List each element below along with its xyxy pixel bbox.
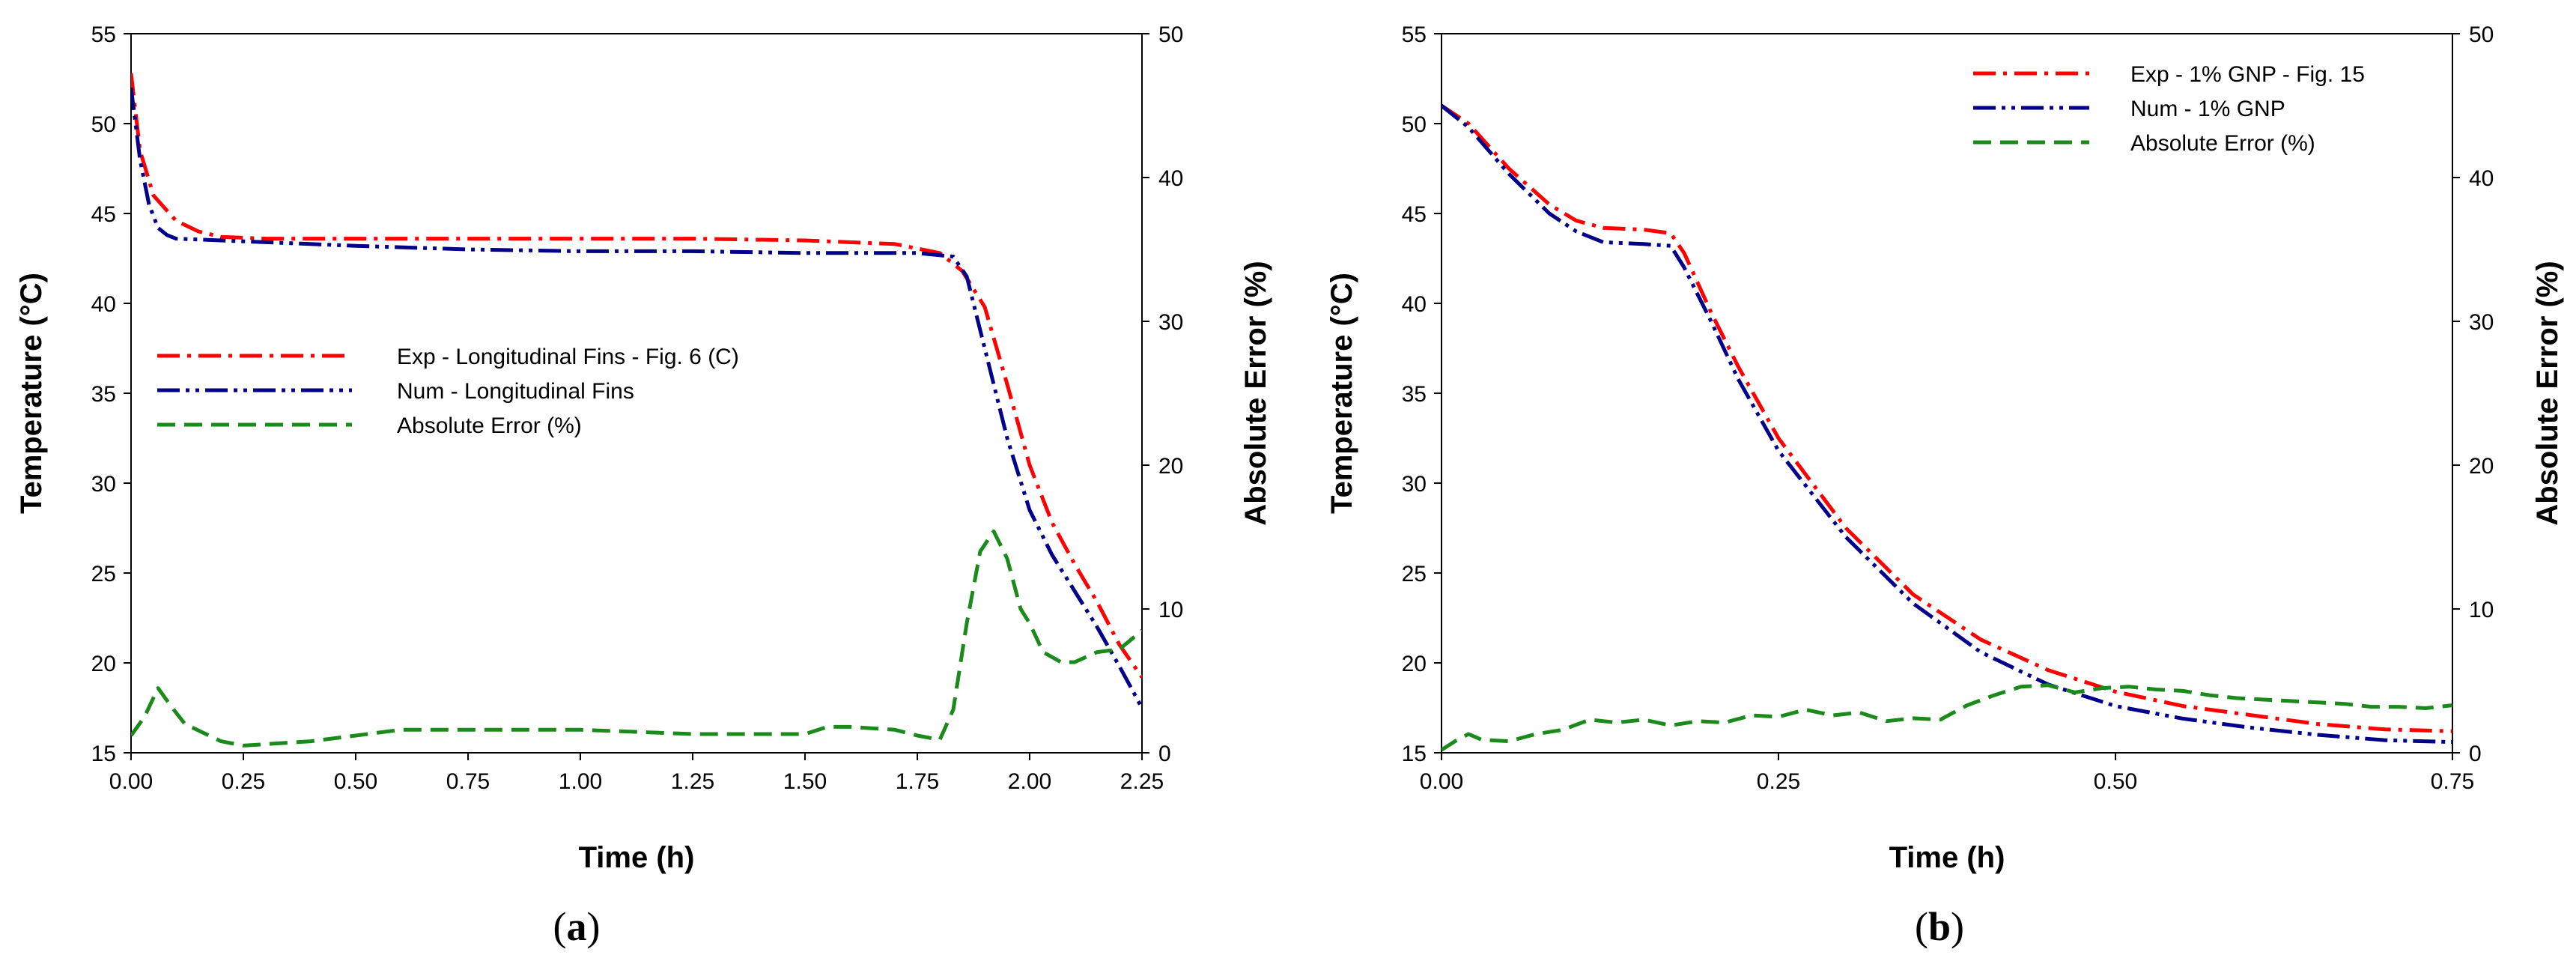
- x-tick-label: 1.50: [783, 769, 827, 794]
- y2-tick-label: 20: [1158, 454, 1183, 479]
- y2-tick-label: 50: [1158, 22, 1183, 47]
- legend-label-0: Exp - Longitudinal Fins - Fig. 6 (C): [397, 345, 739, 369]
- y2-tick-label: 10: [1158, 598, 1183, 622]
- y2-tick-label: 10: [2469, 598, 2494, 622]
- y-tick-label: 45: [91, 202, 116, 227]
- panel-label-close: ): [1951, 904, 1964, 949]
- y-tick-label: 20: [1402, 652, 1427, 676]
- series-line-1: [1442, 104, 2452, 745]
- legend-label-2: Absolute Error (%): [2130, 131, 2315, 156]
- x-tick-label: 0.00: [109, 769, 153, 794]
- y2-tick-label: 50: [2469, 22, 2494, 47]
- y-axis-title: Temperature (°C): [1325, 273, 1358, 514]
- y-tick-label: 45: [1402, 202, 1427, 227]
- y2-axis-title: Absolute Error (%): [1239, 261, 1272, 525]
- legend: Exp - 1% GNP - Fig. 15 Num - 1% GNP Absolu…: [1973, 62, 2365, 156]
- y-tick-label: 35: [1402, 382, 1427, 407]
- legend-label-1: Num - Longitudinal Fins: [397, 379, 634, 404]
- x-tick-label: 0.75: [446, 769, 490, 794]
- x-tick-label: 1.25: [671, 769, 714, 794]
- x-tick-label: 2.25: [1120, 769, 1164, 794]
- y-tick-label: 35: [91, 382, 116, 407]
- series-line-1: [131, 87, 1142, 709]
- y2-tick-label: 0: [2469, 742, 2482, 766]
- legend-label-1: Num - 1% GNP: [2130, 97, 2285, 121]
- panel-label-open: (: [553, 904, 567, 949]
- series-line-2: [131, 529, 1142, 748]
- y2-tick-label: 30: [1158, 310, 1183, 335]
- series-line-0: [131, 73, 1142, 679]
- panel-label: (b): [1915, 904, 1964, 949]
- y-tick-label: 30: [1402, 472, 1427, 497]
- y-tick-label: 30: [91, 472, 116, 497]
- legend-label-0: Exp - 1% GNP - Fig. 15: [2130, 62, 2365, 87]
- legend: Exp - Longitudinal Fins - Fig. 6 (C) Num …: [157, 345, 739, 438]
- x-tick-label: 0.50: [2094, 769, 2137, 794]
- y-tick-label: 40: [1402, 292, 1427, 317]
- panel-label-letter: b: [1928, 904, 1951, 949]
- y-tick-label: 50: [1402, 112, 1427, 137]
- chart-panel-b: 0.00 0.25 0.50 0.75 15 20 25 30 35 40 45 50 55 0 10 20 3…: [1325, 22, 2564, 949]
- y-axis-title: Temperature (°C): [15, 273, 48, 514]
- series-line-0: [1442, 103, 2452, 733]
- y2-tick-label: 40: [1158, 166, 1183, 191]
- y-tick-label: 25: [91, 562, 116, 586]
- x-tick-label: 2.00: [1008, 769, 1051, 794]
- y2-tick-label: 20: [2469, 454, 2494, 479]
- y2-tick-label: 0: [1158, 742, 1171, 766]
- y-tick-label: 50: [91, 112, 116, 137]
- x-tick-label: 0.25: [1757, 769, 1800, 794]
- x-axis-title: Time (h): [579, 841, 695, 874]
- x-tick-label: 1.75: [896, 769, 939, 794]
- y-tick-label: 20: [91, 652, 116, 676]
- y-tick-label: 15: [91, 742, 116, 766]
- y2-tick-label: 40: [2469, 166, 2494, 191]
- x-tick-label: 0.00: [1420, 769, 1463, 794]
- panel-label-open: (: [1915, 904, 1928, 949]
- series-line-2: [1442, 683, 2452, 752]
- x-tick-label: 0.75: [2431, 769, 2474, 794]
- y-tick-label: 55: [1402, 22, 1427, 47]
- y2-axis-title: Absolute Error (%): [2531, 261, 2564, 525]
- y-tick-label: 25: [1402, 562, 1427, 586]
- x-tick-label: 1.00: [559, 769, 602, 794]
- y-tick-label: 55: [91, 22, 116, 47]
- panel-label-letter: a: [567, 904, 587, 949]
- plot-frame: [130, 33, 1143, 754]
- x-tick-label: 0.50: [334, 769, 377, 794]
- y2-tick-label: 30: [2469, 310, 2494, 335]
- panel-label-close: ): [587, 904, 601, 949]
- x-axis-title: Time (h): [1889, 841, 2005, 874]
- chart-panel-a: 0.00 0.25 0.50 0.75 1.00 1.25 1.50 1.75 2.00 2.25…: [15, 22, 1272, 949]
- x-tick-label: 0.25: [222, 769, 265, 794]
- panel-label: (a): [553, 904, 601, 949]
- y-tick-label: 15: [1402, 742, 1427, 766]
- legend-label-2: Absolute Error (%): [397, 413, 582, 438]
- y-tick-label: 40: [91, 292, 116, 317]
